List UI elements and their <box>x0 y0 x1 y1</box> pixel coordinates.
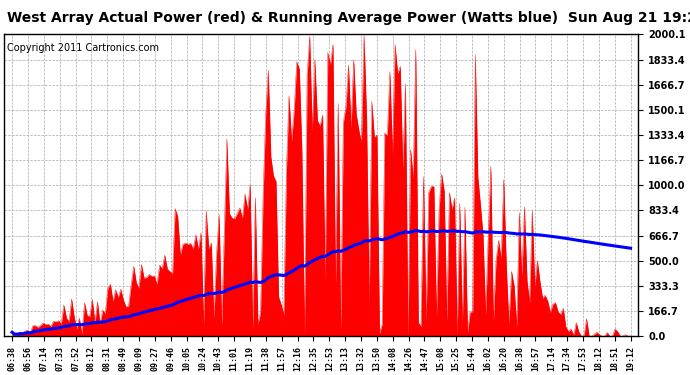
Text: Copyright 2011 Cartronics.com: Copyright 2011 Cartronics.com <box>8 44 159 54</box>
Text: West Array Actual Power (red) & Running Average Power (Watts blue)  Sun Aug 21 1: West Array Actual Power (red) & Running … <box>7 11 690 25</box>
